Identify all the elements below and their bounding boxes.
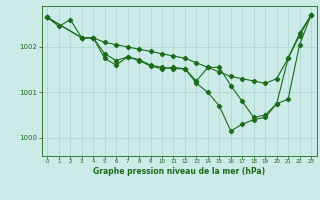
X-axis label: Graphe pression niveau de la mer (hPa): Graphe pression niveau de la mer (hPa) — [93, 167, 265, 176]
